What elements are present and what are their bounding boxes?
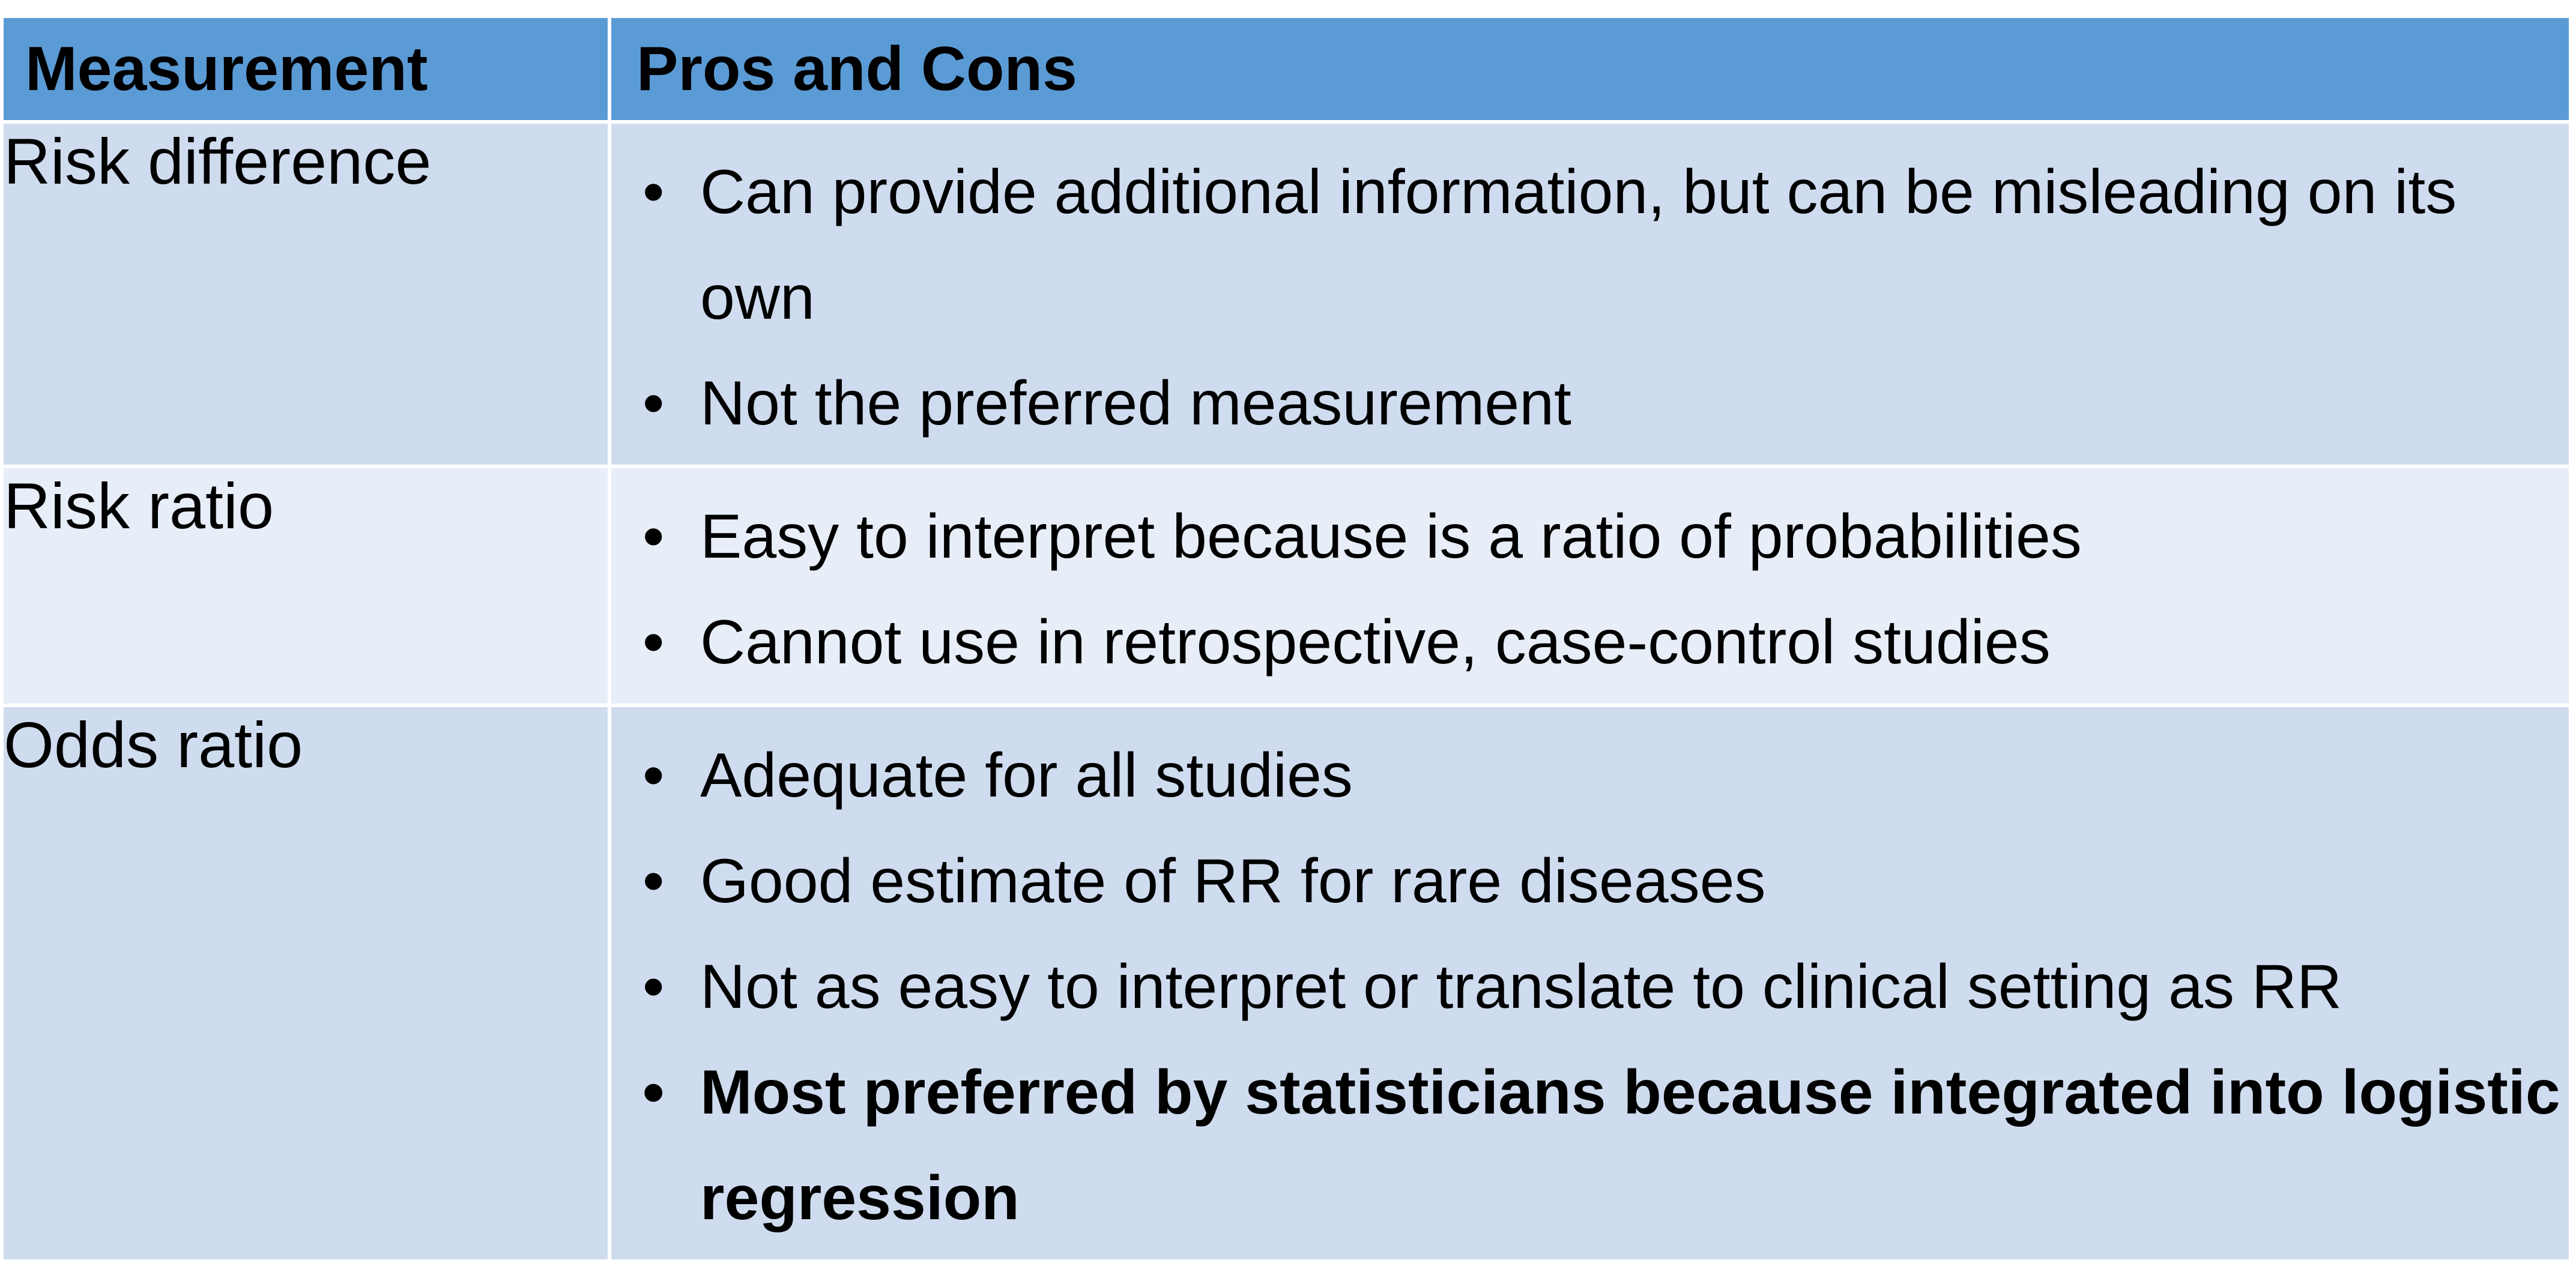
pros-cons-cell: • Easy to interpret because is a ratio of…	[608, 465, 2572, 707]
point-text: Adequate for all studies	[700, 741, 1353, 810]
bullet-icon: •	[642, 502, 665, 571]
bullet-icon: •	[642, 1058, 665, 1127]
table-row: Risk difference • Can provide additional …	[0, 120, 2572, 468]
list-item: • Adequate for all studies	[636, 723, 2569, 828]
table-row: Risk ratio • Easy to interpret because is…	[0, 465, 2572, 707]
point-text: Not as easy to interpret or translate to…	[700, 952, 2342, 1022]
bullet-icon: •	[642, 741, 665, 810]
pros-cons-cell: • Adequate for all studies • Good estimate…	[608, 704, 2572, 1263]
pros-cons-list: • Easy to interpret because is a ratio of…	[611, 468, 2569, 704]
table-row: Odds ratio • Adequate for all studies • Go…	[0, 704, 2572, 1263]
measurement-cell: Odds ratio	[0, 704, 611, 1263]
list-item-emphasized: • Most preferred by statisticians because…	[636, 1040, 2569, 1251]
bullet-icon: •	[642, 157, 665, 227]
pros-cons-list: • Adequate for all studies • Good estimate…	[611, 707, 2569, 1259]
list-item: • Not the preferred measurement	[636, 351, 2569, 456]
point-text: Most preferred by statisticians because …	[700, 1058, 2560, 1233]
measurement-cell: Risk ratio	[0, 465, 611, 707]
bullet-icon: •	[642, 607, 665, 677]
bullet-icon: •	[642, 952, 665, 1022]
table-header-row: Measurement Pros and Cons	[0, 14, 2572, 124]
list-item: • Good estimate of RR for rare diseases	[636, 828, 2569, 934]
pros-cons-list: • Can provide additional information, but…	[611, 124, 2569, 465]
list-item: • Easy to interpret because is a ratio of…	[636, 484, 2569, 589]
point-text: Cannot use in retrospective, case-contro…	[700, 607, 2051, 677]
point-text: Not the preferred measurement	[700, 369, 1571, 438]
measurement-cell: Risk difference	[0, 120, 611, 468]
list-item: • Not as easy to interpret or translate t…	[636, 934, 2569, 1040]
list-item: • Cannot use in retrospective, case-contr…	[636, 589, 2569, 695]
pros-cons-cell: • Can provide additional information, but…	[608, 120, 2572, 468]
header-measurement: Measurement	[0, 14, 611, 124]
comparison-table: Measurement Pros and Cons Risk differenc…	[0, 14, 2572, 1263]
point-text: Easy to interpret because is a ratio of …	[700, 502, 2082, 571]
bullet-icon: •	[642, 846, 665, 916]
bullet-icon: •	[642, 369, 665, 438]
header-pros-and-cons: Pros and Cons	[608, 14, 2572, 124]
list-item: • Can provide additional information, but…	[636, 139, 2569, 351]
point-text: Can provide additional information, but …	[700, 157, 2457, 333]
point-text: Good estimate of RR for rare diseases	[700, 846, 1766, 916]
